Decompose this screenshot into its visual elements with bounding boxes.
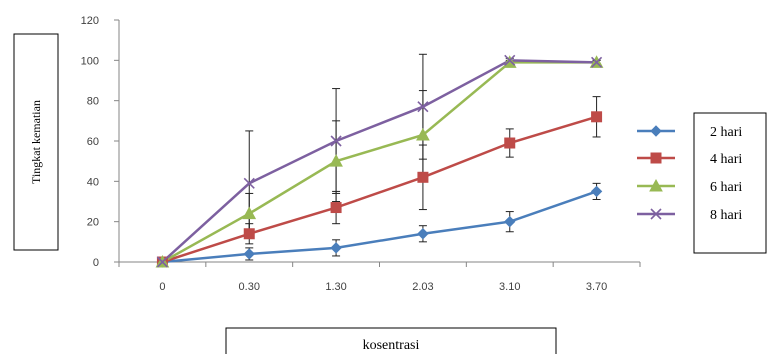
y-tick-label: 120 <box>81 15 99 27</box>
data-point <box>243 228 255 240</box>
x-axis-label-box <box>225 327 557 354</box>
data-point <box>242 206 257 220</box>
data-point <box>330 202 342 214</box>
x-tick-label: 0 <box>159 281 165 293</box>
data-point <box>156 256 168 268</box>
data-point <box>243 248 255 260</box>
x-axis-label: kosentrasi <box>363 338 420 353</box>
data-point <box>329 154 343 167</box>
data-point <box>590 185 603 198</box>
y-tick-label: 20 <box>87 217 99 229</box>
legend-box <box>693 112 767 254</box>
x-tick-label: 1.30 <box>325 281 346 293</box>
series-line <box>162 115 597 264</box>
data-point <box>504 137 516 149</box>
data-point <box>504 215 516 228</box>
legend-marker <box>649 178 663 192</box>
legend-marker <box>650 152 662 164</box>
legend-label: 4 hari <box>710 152 742 167</box>
y-axis-label-box <box>13 33 59 251</box>
x-tick-label: 3.70 <box>586 281 607 293</box>
data-point <box>416 127 430 141</box>
data-point <box>417 101 429 113</box>
legend: 2 hari 4 hari 6 hari 8 hari <box>637 125 742 223</box>
y-axis-label: Tingkat kematian <box>29 100 43 184</box>
x-tick-label: 3.10 <box>499 281 520 293</box>
series-line <box>161 59 597 263</box>
data-point <box>330 135 342 147</box>
data-point <box>243 177 255 189</box>
y-tick-label: 40 <box>87 176 99 188</box>
legend-marker <box>650 125 662 137</box>
data-point <box>502 55 517 68</box>
data-point <box>330 242 342 254</box>
legend-label: 6 hari <box>710 180 742 195</box>
data-point <box>417 228 429 240</box>
y-tick-label: 0 <box>93 257 99 269</box>
data-point <box>504 54 516 66</box>
y-tick-label: 100 <box>81 55 99 67</box>
series-line <box>162 190 597 264</box>
legend-label: 8 hari <box>710 208 742 223</box>
legend-marker <box>650 208 662 220</box>
data-point <box>591 56 603 68</box>
legend-label: 2 hari <box>710 125 742 140</box>
x-tick-label: 0.30 <box>239 281 260 293</box>
series-line <box>161 61 597 264</box>
data-point <box>591 111 603 123</box>
y-tick-label: 80 <box>87 96 99 108</box>
data-point <box>417 171 429 183</box>
x-tick-label: 2.03 <box>412 281 433 293</box>
y-tick-label: 60 <box>87 136 99 148</box>
